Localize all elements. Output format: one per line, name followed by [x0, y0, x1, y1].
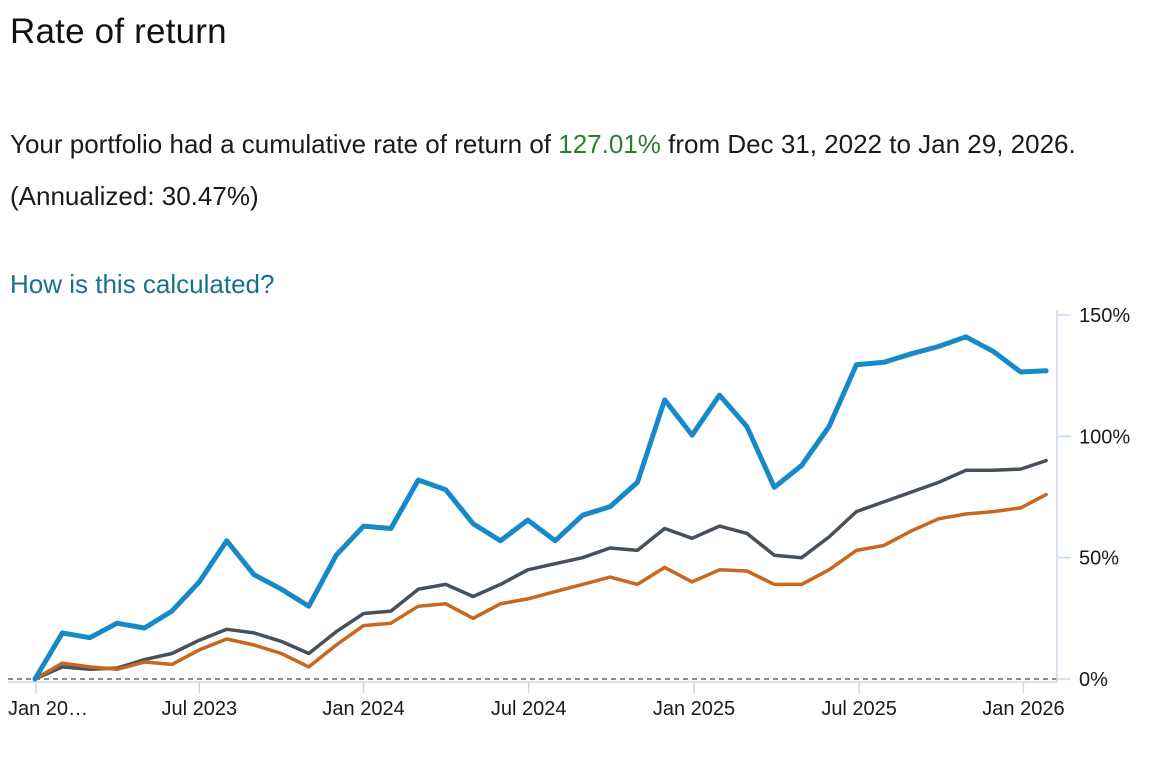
- page-title: Rate of return: [10, 12, 227, 51]
- how-calculated-link[interactable]: How is this calculated?: [10, 269, 275, 299]
- x-axis-label: Jan 2026: [982, 698, 1064, 720]
- portfolio-line[interactable]: [32, 334, 1049, 682]
- y-axis-label: 100%: [1079, 426, 1130, 448]
- x-axis-label: Jan 2024: [322, 698, 404, 720]
- benchmark-gray-line[interactable]: [33, 458, 1048, 681]
- x-axis-label: Jan 2025: [653, 698, 735, 720]
- y-axis-label: 150%: [1079, 305, 1130, 327]
- x-axis-label: Jul 2024: [491, 698, 567, 720]
- return-value: 127.01%: [558, 129, 661, 159]
- x-axis-label: Jul 2025: [821, 698, 897, 720]
- x-axis-label: Jul 2023: [161, 698, 237, 720]
- rate-of-return-chart-svg[interactable]: 0% 50% 100% 150% Jan 20… Jul 2023 Jan 2024 Jul …: [0, 302, 1159, 758]
- summary-text: Your portfolio had a cumulative rate of …: [10, 118, 1155, 222]
- y-axis-label: 0%: [1079, 669, 1108, 691]
- summary-before: Your portfolio had a cumulative rate of …: [10, 129, 559, 159]
- y-axis-label: 50%: [1079, 548, 1119, 570]
- summary-after: from Dec 31, 2022 to Jan 29, 2026. (Annu…: [10, 129, 1076, 211]
- rate-of-return-chart[interactable]: 0% 50% 100% 150% Jan 20… Jul 2023 Jan 2024 Jul …: [0, 302, 1159, 758]
- benchmark-orange-line[interactable]: [33, 492, 1048, 681]
- x-axis-label: Jan 20…: [8, 698, 88, 720]
